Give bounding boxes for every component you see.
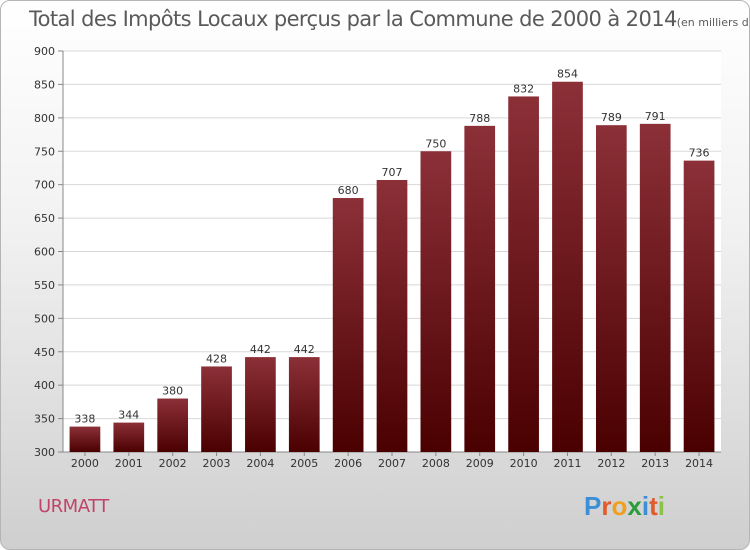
- bar: [288, 357, 320, 452]
- data-label: 380: [162, 385, 183, 398]
- bar: [113, 422, 145, 452]
- bar: [201, 366, 232, 452]
- bar: [639, 123, 671, 453]
- data-label: 791: [645, 110, 666, 123]
- bar: [157, 398, 189, 452]
- x-tick-label: 2007: [378, 457, 406, 470]
- y-tick-label: 850: [34, 78, 55, 91]
- x-tick-label: 2010: [510, 457, 538, 470]
- data-label: 344: [118, 409, 139, 422]
- bar: [508, 96, 539, 453]
- y-tick-label: 900: [34, 45, 55, 58]
- logo-letter: i: [641, 491, 650, 521]
- proxiti-logo: Proxiti: [584, 491, 665, 522]
- chart-title: Total des Impôts Locaux perçus par la Co…: [29, 7, 749, 31]
- logo-letter: r: [601, 491, 612, 521]
- title-main: Total des Impôts Locaux perçus par la Co…: [29, 7, 677, 31]
- y-tick-label: 500: [34, 312, 55, 325]
- data-label: 789: [601, 111, 622, 124]
- data-label: 736: [689, 147, 710, 160]
- x-tick-label: 2008: [422, 457, 450, 470]
- bar: [376, 179, 408, 452]
- x-tick-label: 2014: [685, 457, 713, 470]
- data-label: 428: [206, 352, 227, 365]
- y-tick-label: 600: [34, 246, 55, 259]
- bar: [552, 81, 583, 452]
- y-tick-label: 800: [34, 112, 55, 125]
- data-label: 854: [557, 68, 578, 81]
- x-tick-label: 2005: [290, 457, 318, 470]
- x-tick-label: 2006: [334, 457, 362, 470]
- x-tick-label: 2004: [246, 457, 274, 470]
- x-tick-label: 2001: [115, 457, 143, 470]
- y-tick-label: 450: [34, 346, 55, 359]
- x-tick-label: 2000: [71, 457, 99, 470]
- x-tick-label: 2003: [203, 457, 231, 470]
- x-tick-label: 2002: [159, 457, 187, 470]
- y-tick-label: 350: [34, 413, 55, 426]
- x-tick-label: 2011: [553, 457, 581, 470]
- bar: [595, 125, 627, 452]
- y-tick-label: 650: [34, 212, 55, 225]
- bar: [245, 357, 276, 452]
- bar: [464, 125, 496, 452]
- x-tick-label: 2012: [597, 457, 625, 470]
- bar: [683, 160, 715, 452]
- data-label: 788: [469, 112, 490, 125]
- data-label: 750: [425, 137, 446, 150]
- y-tick-label: 700: [34, 179, 55, 192]
- data-label: 832: [513, 82, 534, 95]
- data-label: 338: [74, 413, 95, 426]
- commune-name: URMATT: [38, 496, 109, 517]
- y-tick-label: 550: [34, 279, 55, 292]
- x-tick-label: 2009: [466, 457, 494, 470]
- bar: [332, 198, 364, 452]
- logo-letter: o: [611, 491, 628, 521]
- data-label: 442: [294, 343, 315, 356]
- logo-letter: x: [627, 491, 642, 521]
- bar: [420, 151, 452, 452]
- data-label: 680: [338, 184, 359, 197]
- y-tick-label: 400: [34, 379, 55, 392]
- x-tick-label: 2013: [641, 457, 669, 470]
- y-tick-label: 300: [34, 446, 55, 459]
- logo-letter: P: [584, 491, 602, 521]
- data-label: 442: [250, 343, 271, 356]
- title-unit: (en milliers d'€): [676, 16, 749, 29]
- bar: [69, 426, 101, 452]
- y-tick-label: 750: [34, 145, 55, 158]
- logo-letter: t: [649, 491, 658, 521]
- logo-letter: i: [657, 491, 665, 521]
- data-label: 707: [382, 166, 403, 179]
